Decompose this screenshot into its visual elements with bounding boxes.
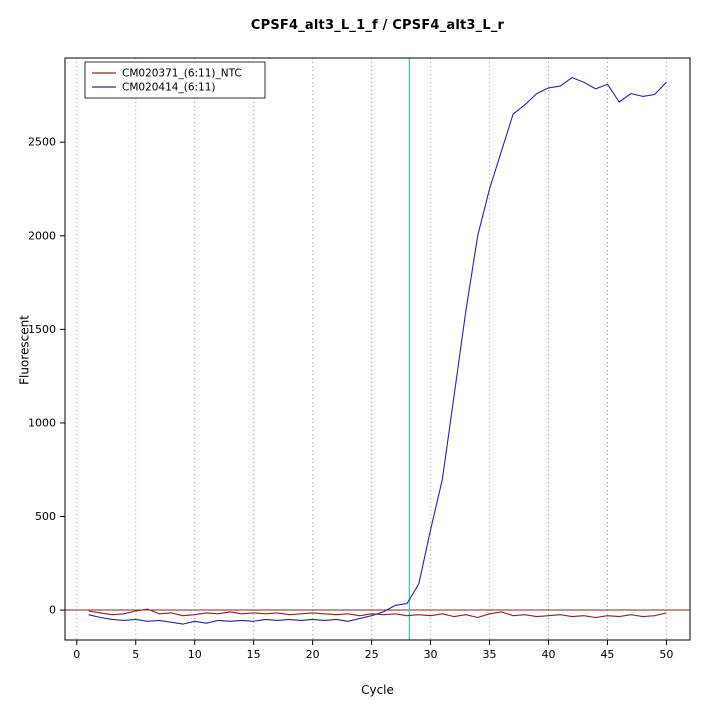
- y-tick-label: 2500: [28, 136, 56, 149]
- y-tick-label: 1000: [28, 416, 56, 429]
- x-tick-label: 20: [306, 648, 320, 661]
- x-tick-label: 15: [247, 648, 261, 661]
- legend-label: CM020371_(6:11)_NTC: [122, 68, 242, 80]
- legend-box: [84, 61, 266, 99]
- x-tick-label: 0: [73, 648, 80, 661]
- y-tick-label: 0: [49, 604, 56, 617]
- x-tick-label: 5: [132, 648, 139, 661]
- x-tick-label: 25: [365, 648, 379, 661]
- y-tick-label: 1500: [28, 323, 56, 336]
- series-line-1: [88, 77, 667, 625]
- chart-title: CPSF4_alt3_L_1_f / CPSF4_alt3_L_r: [250, 18, 505, 33]
- x-tick-label: 30: [424, 648, 438, 661]
- legend-label: CM020414_(6:11): [122, 82, 216, 94]
- plot-box: [64, 57, 691, 641]
- y-tick-label: 2000: [28, 229, 56, 242]
- x-tick-label: 10: [188, 648, 202, 661]
- y-tick-label: 500: [35, 510, 56, 523]
- x-tick-label: 50: [659, 648, 673, 661]
- x-tick-label: 40: [541, 648, 555, 661]
- y-axis-label: Fluorescent: [17, 315, 32, 385]
- x-axis-label: Cycle: [361, 683, 394, 697]
- x-tick-label: 45: [600, 648, 614, 661]
- x-tick-label: 35: [483, 648, 497, 661]
